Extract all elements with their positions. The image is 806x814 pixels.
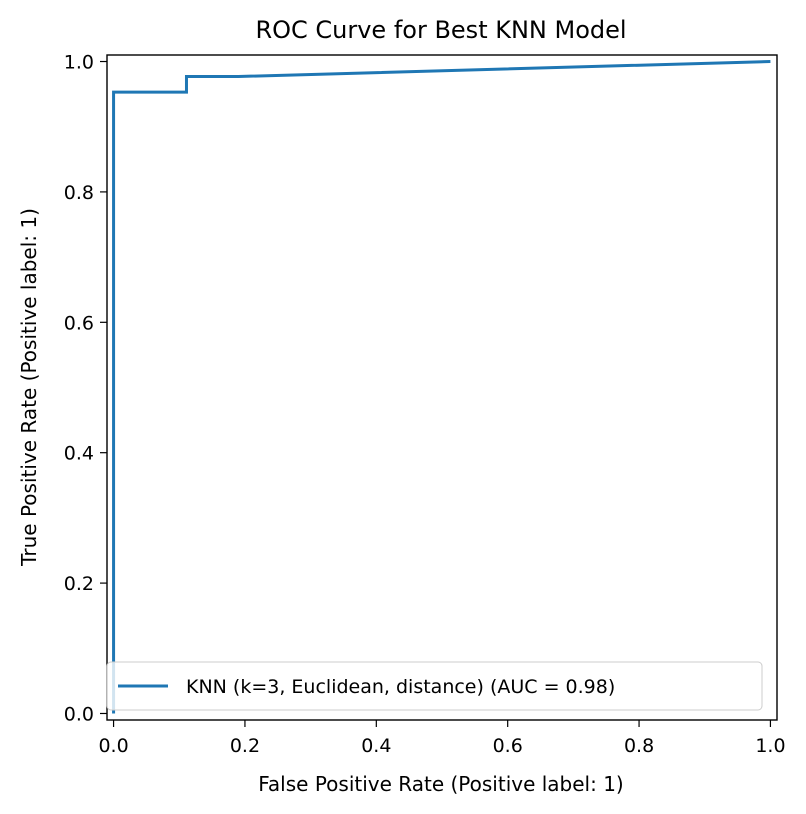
series-layer <box>112 60 771 714</box>
legend: KNN (k=3, Euclidean, distance) (AUC = 0.… <box>106 661 763 711</box>
legend-label: KNN (k=3, Euclidean, distance) (AUC = 0.… <box>186 676 615 698</box>
y-tick-label: 0.6 <box>64 312 94 334</box>
x-tick-label: 0.6 <box>493 735 523 757</box>
y-tick-label: 0.8 <box>64 182 94 204</box>
plot-area: 0.0 0.2 0.4 0.6 0.8 1.0 0.0 0.2 0.4 0.6 0.8 1.0 <box>64 52 786 757</box>
x-tick-label: 1.0 <box>755 735 785 757</box>
chart-title: ROC Curve for Best KNN Model <box>255 16 626 44</box>
y-axis-label: True Positive Rate (Positive label: 1) <box>17 208 41 567</box>
legend-box <box>106 661 763 711</box>
x-tick-label: 0.8 <box>624 735 654 757</box>
y-tick-label: 0.4 <box>64 443 94 465</box>
y-tick-label: 0.2 <box>64 573 94 595</box>
roc-curve-line <box>112 60 771 714</box>
y-axis-ticks: 0.0 0.2 0.4 0.6 0.8 1.0 <box>64 52 107 725</box>
axes-frame <box>106 54 778 721</box>
x-tick-label: 0.0 <box>98 735 128 757</box>
y-tick-label: 1.0 <box>64 52 94 74</box>
x-tick-label: 0.4 <box>361 735 391 757</box>
x-axis-label: False Positive Rate (Positive label: 1) <box>258 772 624 796</box>
x-tick-label: 0.2 <box>230 735 260 757</box>
x-axis-ticks: 0.0 0.2 0.4 0.6 0.8 1.0 <box>98 720 786 757</box>
y-tick-label: 0.0 <box>64 703 94 725</box>
